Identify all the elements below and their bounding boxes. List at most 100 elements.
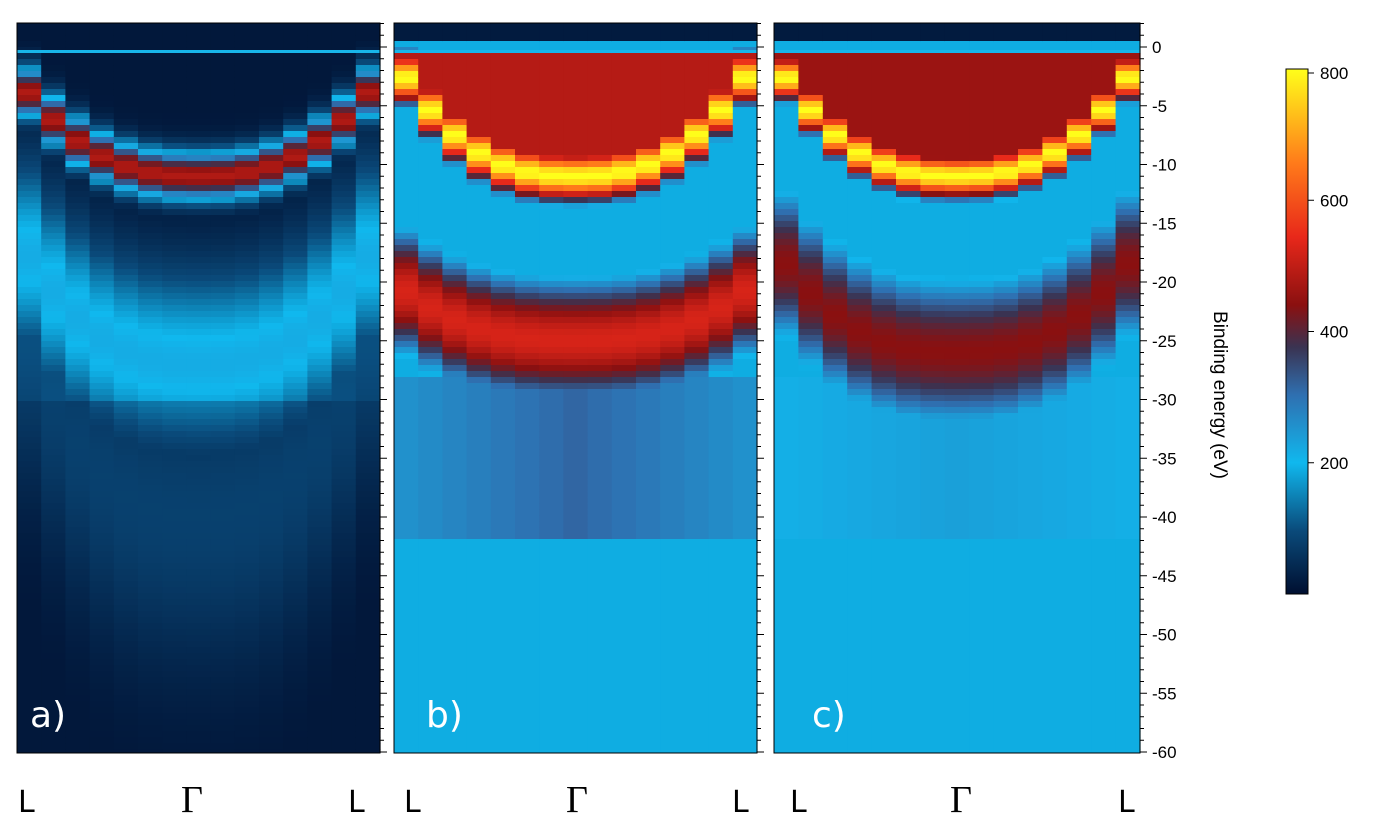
heatmap-cell	[993, 263, 1019, 270]
heatmap-cell	[636, 281, 661, 288]
heatmap-cell	[418, 665, 443, 672]
heatmap-cell	[65, 341, 91, 348]
heatmap-cell	[283, 155, 308, 162]
heatmap-cell	[162, 725, 187, 732]
heatmap-cell	[17, 449, 42, 456]
heatmap-cell	[418, 659, 443, 666]
heatmap-cell	[355, 725, 381, 732]
heatmap-cell	[684, 719, 710, 726]
heatmap-cell	[234, 467, 260, 474]
heatmap-cell	[210, 359, 236, 366]
heatmap-cell	[234, 311, 260, 318]
heatmap-cell	[210, 701, 236, 708]
heatmap-cell	[822, 635, 848, 642]
heatmap-cell	[283, 641, 308, 648]
heatmap-cell	[896, 347, 921, 354]
heatmap-cell	[210, 227, 236, 234]
heatmap-cell	[944, 455, 970, 462]
heatmap-cell	[539, 317, 564, 324]
heatmap-cell	[331, 323, 357, 330]
heatmap-cell	[17, 317, 42, 324]
heatmap-cell	[822, 629, 848, 636]
heatmap-cell	[587, 71, 613, 78]
heatmap-cell	[307, 227, 333, 234]
heatmap-cell	[65, 41, 91, 48]
heatmap-cell	[466, 737, 492, 744]
heatmap-cell	[17, 629, 42, 636]
heatmap-cell	[65, 737, 91, 744]
heatmap-cell	[774, 83, 799, 90]
heatmap-cell	[65, 335, 91, 342]
heatmap-cell	[539, 335, 564, 342]
heatmap-cell	[418, 581, 443, 588]
heatmap-cell	[466, 203, 492, 210]
heatmap-cell	[466, 53, 492, 60]
heatmap-cell	[822, 95, 848, 102]
heatmap-cell	[708, 533, 734, 540]
heatmap-cell	[969, 143, 995, 150]
heatmap-cell	[896, 713, 921, 720]
heatmap-cell	[969, 641, 995, 648]
heatmap-cell	[847, 485, 873, 492]
heatmap-cell	[539, 491, 564, 498]
heatmap-cell	[65, 185, 91, 192]
heatmap-cell	[636, 461, 661, 468]
heatmap-cell	[41, 539, 66, 546]
heatmap-cell	[798, 275, 824, 282]
heatmap-cell	[466, 449, 492, 456]
heatmap-cell	[993, 473, 1019, 480]
heatmap-cell	[708, 77, 734, 84]
heatmap-cell	[466, 623, 492, 630]
heatmap-cell	[418, 341, 443, 348]
heatmap-cell	[871, 359, 897, 366]
heatmap-cell	[684, 533, 710, 540]
heatmap-cell	[442, 455, 468, 462]
heatmap-cell	[307, 437, 333, 444]
heatmap-cell	[17, 431, 42, 438]
heatmap-cell	[138, 137, 163, 144]
heatmap-cell	[871, 605, 897, 612]
heatmap-cell	[1018, 329, 1043, 336]
heatmap-cell	[847, 359, 873, 366]
heatmap-cell	[636, 395, 661, 402]
heatmap-cell	[732, 107, 758, 114]
heatmap-cell	[210, 173, 236, 180]
heatmap-cell	[1018, 275, 1043, 282]
heatmap-cell	[871, 113, 897, 120]
heatmap-cell	[442, 233, 468, 240]
heatmap-cell	[539, 269, 564, 276]
heatmap-cell	[774, 521, 799, 528]
heatmap-cell	[138, 569, 163, 576]
heatmap-cell	[394, 575, 419, 582]
heatmap-cell	[186, 551, 212, 558]
heatmap-cell	[896, 575, 921, 582]
heatmap-cell	[17, 143, 42, 150]
heatmap-cell	[210, 23, 236, 30]
heatmap-cell	[394, 707, 419, 714]
heatmap-cell	[774, 647, 799, 654]
heatmap-cell	[162, 311, 187, 318]
heatmap-cell	[89, 389, 115, 396]
heatmap-cell	[65, 95, 91, 102]
heatmap-cell	[17, 53, 42, 60]
heatmap-cell	[442, 389, 468, 396]
heatmap-cell	[17, 443, 42, 450]
heatmap-cell	[684, 203, 710, 210]
heatmap-cell	[871, 449, 897, 456]
heatmap-cell	[307, 587, 333, 594]
heatmap-cell	[331, 407, 357, 414]
heatmap-cell	[186, 119, 212, 126]
heatmap-cell	[418, 395, 443, 402]
heatmap-cell	[969, 185, 995, 192]
heatmap-cell	[636, 479, 661, 486]
heatmap-cell	[684, 581, 710, 588]
heatmap-cell	[210, 593, 236, 600]
heatmap-cell	[138, 653, 163, 660]
heatmap-cell	[307, 473, 333, 480]
heatmap-cell	[259, 731, 284, 738]
heatmap-cell	[162, 467, 187, 474]
heatmap-cell	[636, 743, 661, 750]
heatmap-cell	[611, 551, 637, 558]
heatmap-cell	[798, 155, 824, 162]
heatmap-cell	[774, 257, 799, 264]
